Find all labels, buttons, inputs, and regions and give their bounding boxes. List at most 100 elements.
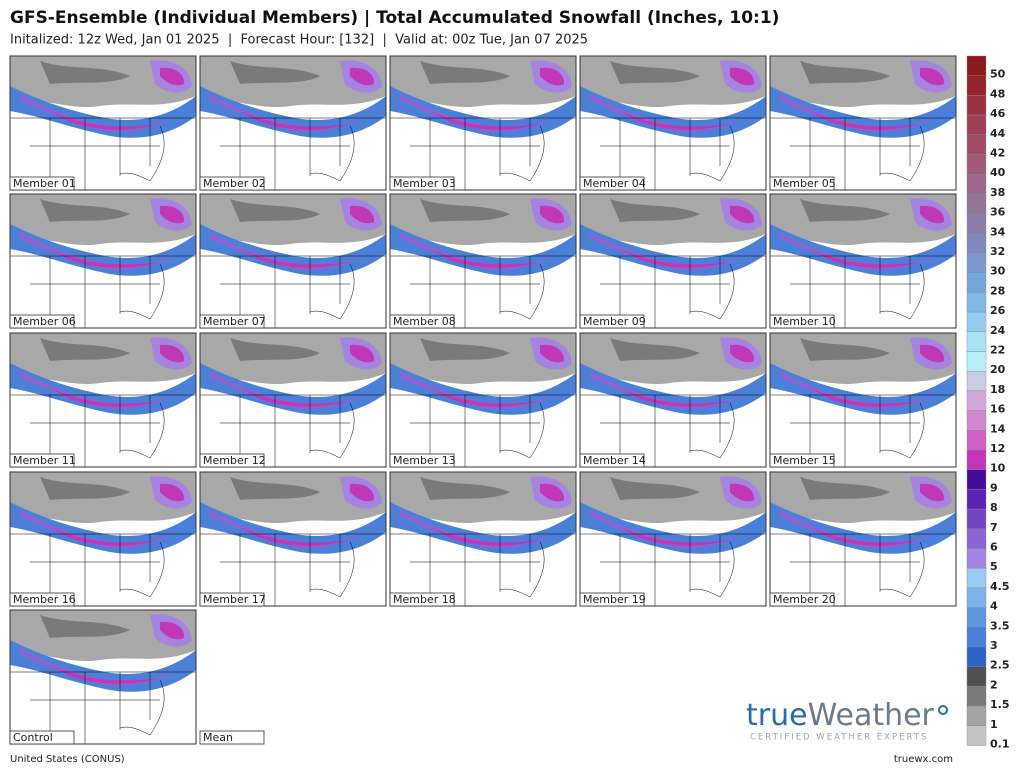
map-image (10, 333, 196, 467)
panel-frame (579, 332, 767, 468)
panel-label: Member 11 (13, 454, 76, 467)
map-image (770, 472, 956, 606)
panel-frame (579, 193, 767, 329)
panel-frame (9, 332, 197, 468)
panel-frame (579, 55, 767, 191)
map-image (390, 333, 576, 467)
colorbar-label: 38 (990, 186, 1005, 199)
colorbar-swatch (966, 666, 987, 687)
colorbar-swatch (966, 114, 987, 135)
colorbar-label: 2 (990, 678, 998, 691)
colorbar-label: 4.5 (990, 580, 1010, 593)
colorbar-swatch (966, 252, 987, 273)
panel-label-box (769, 314, 835, 329)
colorbar-swatch (966, 489, 987, 510)
panel-label: Member 08 (393, 315, 456, 328)
colorbar-label: 48 (990, 87, 1005, 100)
map-image (580, 333, 766, 467)
map-image (580, 472, 766, 606)
colorbar-swatch (966, 568, 987, 589)
panel-label: Member 12 (203, 454, 266, 467)
panel-label: Member 13 (393, 454, 456, 467)
colorbar-swatch (966, 449, 987, 470)
site: truewx.com (894, 754, 953, 765)
title: GFS-Ensemble (Individual Members) | Tota… (10, 8, 779, 28)
colorbar-label: 20 (990, 363, 1006, 376)
colorbar-label: 50 (990, 68, 1006, 81)
panel-label: Member 01 (13, 177, 76, 190)
colorbar-label: 16 (990, 403, 1006, 416)
colorbar-label: 8 (990, 501, 998, 514)
map-image (770, 194, 956, 328)
panel-label: Member 15 (773, 454, 836, 467)
map-image (390, 472, 576, 606)
colorbar-label: 9 (990, 481, 998, 494)
colorbar-swatch (966, 173, 987, 195)
colorbar-label: 5 (990, 560, 998, 573)
colorbar-label: 0.1 (990, 738, 1010, 751)
panel-label: Member 07 (203, 315, 266, 328)
panel-label-box (389, 314, 455, 329)
colorbar-swatch (966, 213, 987, 234)
panel-label-box (769, 592, 835, 607)
map-image (10, 472, 196, 606)
colorbar-swatch (966, 587, 987, 608)
colorbar-label: 44 (990, 127, 1006, 140)
colorbar-label: 12 (990, 442, 1005, 455)
panel-label: Mean (203, 731, 233, 744)
tagline: CERTIFIED WEATHER EXPERTS (750, 733, 928, 743)
panel-label-box (9, 314, 75, 329)
colorbar-swatch (966, 528, 987, 549)
logo-b: Weather (808, 698, 935, 733)
colorbar-swatch (966, 725, 987, 746)
colorbar-label: 1.5 (990, 698, 1010, 711)
colorbar-swatch (966, 75, 987, 96)
colorbar-label: 46 (990, 107, 1006, 120)
colorbar-label: 6 (990, 541, 998, 554)
panel-frame (9, 471, 197, 607)
panel-label-box (199, 453, 265, 468)
colorbar-swatch (966, 233, 987, 254)
panel-label: Member 10 (773, 315, 836, 328)
colorbar-swatch (966, 548, 987, 569)
panel-label-box (579, 314, 645, 329)
colorbar-swatch (966, 351, 987, 372)
panel-frame (769, 193, 957, 329)
panel-label: Member 09 (583, 315, 646, 328)
map-image (580, 194, 766, 328)
colorbar-label: 34 (990, 225, 1006, 238)
colorbar-swatch (966, 55, 987, 76)
colorbar-label: 2.5 (990, 659, 1010, 672)
panel-frame (9, 609, 197, 745)
logo-dot (938, 705, 948, 715)
map-image (10, 610, 196, 744)
panel-label: Control (13, 731, 53, 744)
colorbar-label: 7 (990, 521, 998, 534)
colorbar-swatch (966, 627, 987, 648)
panel-label-box (579, 592, 645, 607)
colorbar-label: 24 (990, 324, 1006, 337)
panel-label: Member 05 (773, 177, 836, 190)
colorbar-label: 3 (990, 639, 998, 652)
colorbar-swatch (966, 686, 987, 707)
map-image (200, 56, 386, 190)
colorbar-swatch (966, 371, 987, 392)
panel-frame (389, 55, 577, 191)
colorbar-label: 32 (990, 245, 1005, 258)
panel-label: Member 16 (13, 593, 76, 606)
panel-frame (769, 332, 957, 468)
panel-label: Member 04 (583, 177, 646, 190)
panel-frame (9, 193, 197, 329)
colorbar-swatch (966, 311, 987, 333)
colorbar-swatch (966, 430, 987, 451)
panel-frame (579, 471, 767, 607)
panel-label-box (769, 176, 835, 191)
panel-label: Member 19 (583, 593, 646, 606)
colorbar-swatch (966, 331, 987, 352)
colorbar-label: 36 (990, 206, 1006, 219)
panel-label-box (9, 453, 75, 468)
colorbar-swatch (966, 705, 987, 726)
colorbar-swatch (966, 134, 987, 155)
